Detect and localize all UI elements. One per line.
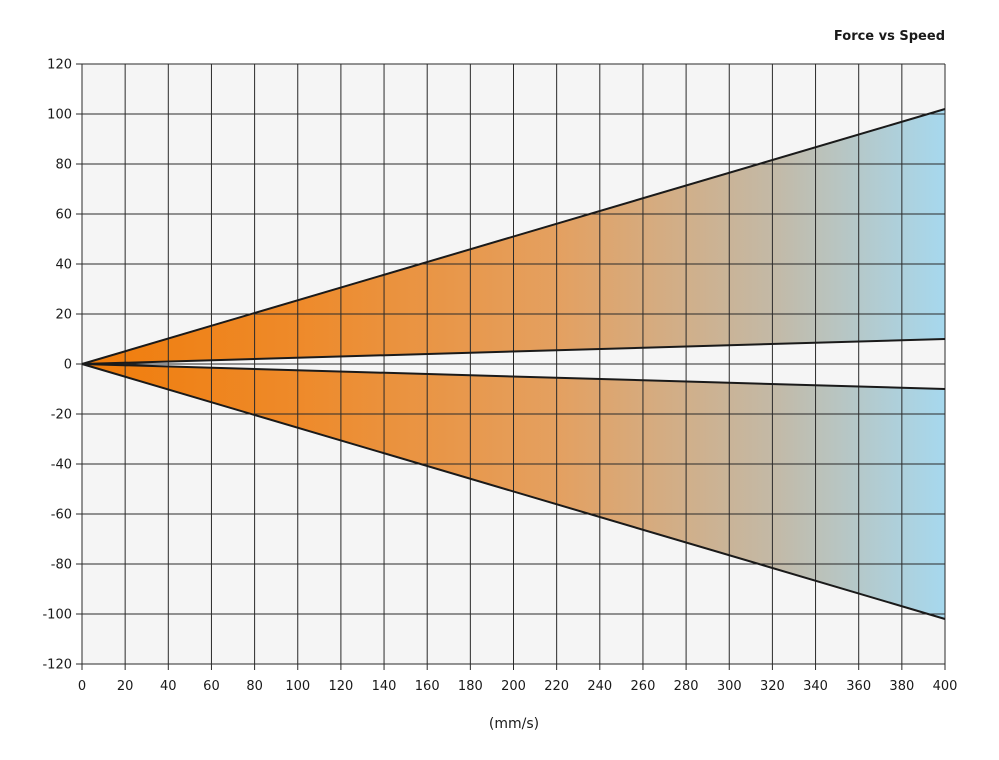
x-tick-label-340: 340 — [803, 679, 828, 694]
x-tick-label-0: 0 — [78, 679, 86, 694]
y-tick-label--20: -20 — [51, 408, 72, 423]
y-tick-label-80: 80 — [55, 158, 72, 173]
x-tick-label-260: 260 — [631, 679, 656, 694]
band-0-upper-line — [81, 108, 946, 365]
x-tick-label-300: 300 — [717, 679, 742, 694]
y-tick-label-60: 60 — [55, 208, 72, 223]
x-axis-ticks: 0 20 40 60 80 100 120 140 160 180 200 220 240 260 280 3… — [78, 664, 958, 694]
band-1-lower-line — [81, 363, 946, 620]
y-tick-label-0: 0 — [64, 358, 72, 373]
x-tick-label-400: 400 — [933, 679, 958, 694]
y-axis-ticks: 120 100 80 60 40 20 0 -20 -40 -60 -80 -100 -120 — [42, 58, 82, 673]
chart-title: Force vs Speed — [834, 29, 945, 44]
y-tick-label-40: 40 — [55, 258, 72, 273]
x-axis-label: (mm/s) — [489, 716, 539, 732]
x-tick-label-40: 40 — [160, 679, 177, 694]
y-tick-label--60: -60 — [51, 508, 72, 523]
band-0-lower-line — [81, 338, 946, 365]
x-tick-label-80: 80 — [246, 679, 263, 694]
x-tick-label-120: 120 — [328, 679, 353, 694]
y-tick-label--100: -100 — [42, 608, 72, 623]
y-tick-label-100: 100 — [47, 108, 72, 123]
x-tick-label-200: 200 — [501, 679, 526, 694]
band-1-upper-line — [81, 363, 946, 390]
x-tick-label-60: 60 — [203, 679, 220, 694]
x-tick-label-380: 380 — [889, 679, 914, 694]
x-tick-label-220: 220 — [544, 679, 569, 694]
x-tick-label-140: 140 — [372, 679, 397, 694]
y-tick-label--80: -80 — [51, 558, 72, 573]
x-tick-label-20: 20 — [117, 679, 134, 694]
x-tick-label-160: 160 — [415, 679, 440, 694]
x-tick-label-240: 240 — [587, 679, 612, 694]
y-tick-label-120: 120 — [47, 58, 72, 73]
x-tick-label-360: 360 — [846, 679, 871, 694]
boundary-lines-layer — [81, 108, 946, 620]
x-tick-label-180: 180 — [458, 679, 483, 694]
y-tick-label-20: 20 — [55, 308, 72, 323]
grid-layer — [81, 63, 946, 665]
y-tick-label--120: -120 — [42, 658, 72, 673]
x-tick-label-100: 100 — [285, 679, 310, 694]
x-tick-label-280: 280 — [674, 679, 699, 694]
y-tick-label--40: -40 — [51, 458, 72, 473]
x-tick-label-320: 320 — [760, 679, 785, 694]
